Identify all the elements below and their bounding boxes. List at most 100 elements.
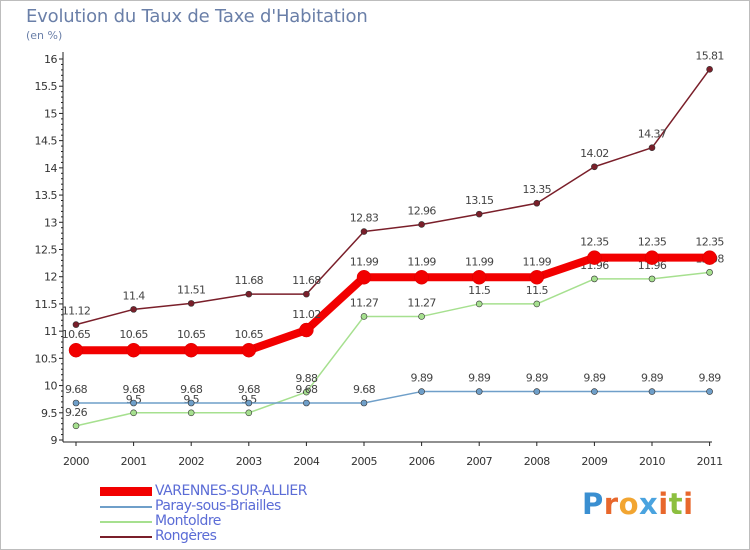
chart-subtitle: (en %) — [26, 29, 63, 42]
data-label-montoldre: 9.88 — [295, 372, 318, 385]
legend-swatch — [100, 506, 152, 508]
data-point-paray-sous-briailles — [648, 388, 656, 395]
data-point-montoldre — [533, 300, 541, 308]
y-tick-label: 12.5 — [35, 244, 58, 257]
data-label-rong-res: 11.12 — [62, 305, 91, 318]
data-point-varennes-sur-allier — [414, 270, 429, 285]
data-label-rong-res: 13.35 — [523, 183, 552, 196]
data-label-paray-sous-briailles: 9.68 — [295, 383, 318, 396]
x-tick-label: 2004 — [293, 455, 319, 468]
data-point-montoldre — [475, 300, 483, 308]
legend-swatch — [100, 536, 152, 538]
data-point-rong-res — [533, 199, 541, 207]
y-tick-label: 14.5 — [35, 135, 58, 148]
data-point-rong-res — [245, 290, 253, 298]
data-point-varennes-sur-allier — [644, 250, 660, 265]
data-label-rong-res: 11.68 — [235, 274, 264, 287]
data-point-rong-res — [187, 300, 195, 307]
y-tick-label: 15.5 — [35, 80, 58, 93]
data-point-varennes-sur-allier — [183, 342, 199, 358]
data-label-paray-sous-briailles: 9.68 — [353, 383, 376, 396]
legend-label: Rongères — [155, 528, 217, 544]
legend-swatch — [100, 521, 152, 523]
data-label-paray-sous-briailles: 9.68 — [180, 383, 203, 396]
data-point-varennes-sur-allier — [356, 270, 372, 285]
x-tick-label: 2010 — [639, 455, 665, 468]
data-point-paray-sous-briailles — [187, 399, 195, 407]
data-point-varennes-sur-allier — [587, 250, 602, 265]
data-point-montoldre — [187, 409, 195, 417]
x-tick-label: 2009 — [581, 455, 607, 468]
data-label-rong-res: 11.51 — [177, 283, 206, 296]
data-label-montoldre: 9.26 — [65, 406, 88, 419]
data-point-varennes-sur-allier — [471, 270, 487, 285]
data-label-rong-res: 14.37 — [638, 128, 667, 141]
data-label-varennes-sur-allier: 10.65 — [177, 328, 206, 341]
chart-title: Evolution du Taux de Taxe d'Habitation — [26, 6, 368, 27]
data-label-varennes-sur-allier: 11.99 — [407, 255, 436, 268]
y-tick-label: 11.5 — [35, 298, 58, 311]
data-label-varennes-sur-allier: 12.35 — [695, 236, 724, 249]
data-label-paray-sous-briailles: 9.89 — [411, 372, 434, 385]
data-point-paray-sous-briailles — [72, 399, 80, 407]
legend-label: Montoldre — [155, 513, 221, 529]
logo-letter: r — [603, 487, 619, 521]
data-label-rong-res: 13.15 — [465, 194, 494, 207]
y-tick-label: 12 — [44, 271, 57, 284]
logo-letter: P — [582, 487, 604, 521]
data-point-montoldre — [245, 409, 253, 417]
series-line-rong-res — [75, 68, 711, 326]
data-point-paray-sous-briailles — [706, 388, 713, 395]
data-label-paray-sous-briailles: 9.89 — [641, 372, 664, 385]
data-label-varennes-sur-allier: 10.65 — [235, 328, 264, 341]
legend-swatch — [100, 487, 152, 496]
data-point-montoldre — [706, 269, 713, 276]
data-label-varennes-sur-allier: 11.99 — [523, 255, 552, 268]
data-point-varennes-sur-allier — [68, 342, 84, 358]
data-label-paray-sous-briailles: 9.89 — [699, 372, 722, 385]
logo-letter: o — [618, 487, 640, 521]
data-point-paray-sous-briailles — [303, 399, 310, 407]
data-point-montoldre — [72, 422, 80, 430]
data-label-varennes-sur-allier: 12.35 — [638, 236, 667, 249]
data-point-varennes-sur-allier — [126, 342, 141, 358]
data-point-rong-res — [360, 228, 368, 235]
y-tick-label: 16 — [44, 53, 57, 66]
legend-label: VARENNES-SUR-ALLIER — [155, 483, 307, 499]
x-tick-label: 2001 — [121, 455, 147, 468]
data-point-paray-sous-briailles — [245, 399, 253, 407]
y-tick-label: 13.5 — [35, 189, 58, 202]
data-label-rong-res: 11.4 — [123, 289, 146, 302]
data-label-paray-sous-briailles: 9.89 — [468, 372, 491, 385]
data-label-paray-sous-briailles: 9.68 — [238, 383, 261, 396]
y-tick-label: 10 — [44, 380, 57, 393]
data-point-paray-sous-briailles — [533, 388, 541, 395]
data-label-varennes-sur-allier: 11.99 — [350, 255, 379, 268]
data-point-montoldre — [303, 388, 310, 396]
data-label-varennes-sur-allier: 11.02 — [292, 308, 321, 321]
data-point-paray-sous-briailles — [591, 388, 598, 395]
y-tick-label: 14 — [44, 162, 57, 175]
data-label-rong-res: 12.83 — [350, 212, 379, 225]
data-label-paray-sous-briailles: 9.68 — [65, 383, 88, 396]
y-tick-label: 9 — [51, 434, 58, 447]
data-point-varennes-sur-allier — [299, 322, 314, 338]
data-point-montoldre — [418, 313, 425, 320]
data-point-paray-sous-briailles — [418, 388, 425, 395]
data-point-rong-res — [591, 163, 598, 171]
logo-letter: t — [668, 487, 684, 521]
data-label-rong-res: 14.02 — [580, 147, 609, 160]
data-label-varennes-sur-allier: 12.35 — [580, 236, 609, 249]
y-tick-label: 9.5 — [41, 407, 57, 420]
data-point-rong-res — [418, 221, 425, 228]
logo-letter: i — [658, 487, 669, 521]
data-point-paray-sous-briailles — [130, 399, 137, 407]
data-point-paray-sous-briailles — [360, 399, 368, 407]
x-tick-label: 2006 — [409, 455, 435, 468]
series-line-varennes-sur-allier — [76, 253, 710, 355]
data-label-montoldre: 11.27 — [350, 296, 379, 309]
data-point-montoldre — [591, 275, 598, 283]
data-label-montoldre: 11.5 — [526, 284, 549, 297]
x-tick-label: 2002 — [178, 455, 204, 468]
